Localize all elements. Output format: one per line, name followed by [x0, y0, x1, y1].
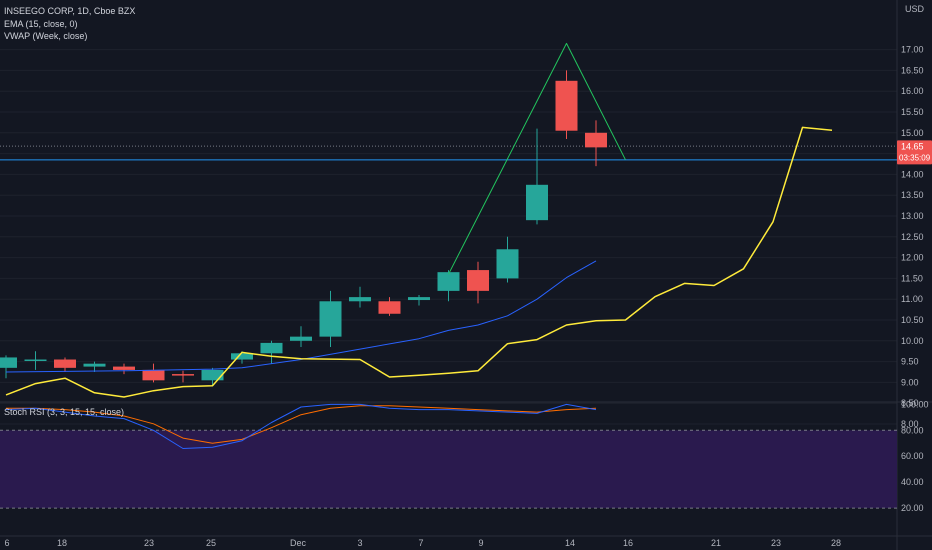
candle-body [0, 357, 17, 368]
candle [54, 357, 76, 372]
candle-body [290, 336, 312, 341]
candle-body [437, 272, 460, 291]
date-tick-label: Dec [290, 538, 307, 548]
candle-body [201, 369, 224, 381]
date-tick-label: 16 [623, 538, 633, 548]
price-tick-label: 16.50 [901, 65, 924, 75]
last-price-value: 14.65 [901, 141, 924, 151]
candle [437, 270, 460, 302]
candle-body [585, 132, 607, 148]
price-tick-label: 8.00 [901, 419, 919, 429]
candle-body [467, 270, 489, 291]
date-tick-label: 18 [57, 538, 67, 548]
candle [349, 286, 371, 308]
candle [378, 297, 401, 316]
candle [408, 295, 430, 306]
date-tick-label: 21 [711, 538, 721, 548]
price-tick-label: 16.00 [901, 86, 924, 96]
candle [526, 128, 548, 225]
currency-label: USD [905, 4, 925, 14]
price-tick-label: 14.00 [901, 169, 924, 179]
candle [555, 70, 578, 140]
candle-body [408, 297, 430, 301]
price-tick-label: 11.50 [901, 273, 923, 283]
candle-body [555, 80, 578, 131]
date-tick-label: 7 [418, 538, 423, 548]
bar-countdown: 03:35:09 [899, 153, 931, 162]
last-price-badge [897, 140, 932, 165]
price-tick-label: 15.00 [901, 128, 924, 138]
price-tick-label: 13.50 [901, 190, 924, 200]
date-tick-label: 23 [771, 538, 781, 548]
pattern-drawing [448, 42, 626, 275]
candle-body [113, 366, 135, 370]
stoch-tick-label: 60.00 [901, 451, 924, 461]
candle-body [378, 301, 401, 314]
price-tick-label: 17.00 [901, 45, 924, 55]
symbol-title: INSEEGO CORP, 1D, Cboe BZX [4, 6, 136, 16]
candle [585, 120, 607, 167]
price-tick-label: 12.00 [901, 253, 924, 263]
candle [83, 361, 106, 372]
stoch-d-line [6, 405, 597, 444]
stoch-band [0, 430, 897, 509]
stoch-k-line [5, 403, 597, 449]
price-tick-label: 12.50 [901, 232, 924, 242]
vwap-legend: VWAP (Week, close) [4, 31, 88, 41]
stoch-tick-label: 40.00 [901, 477, 924, 487]
stoch-tick-label: 20.00 [901, 503, 924, 513]
price-tick-label: 11.00 [901, 294, 923, 304]
candle [290, 326, 312, 348]
stoch-tick-label: 100.00 [901, 399, 929, 409]
vwap-line [5, 126, 833, 398]
candle-body [349, 297, 371, 302]
price-tick-label: 10.50 [901, 315, 924, 325]
candle-body [54, 359, 76, 368]
candle-body [83, 363, 106, 367]
candle [113, 363, 135, 375]
candle [0, 355, 17, 379]
stoch-rsi-legend: Stoch RSI (3, 3, 15, 15, close) [4, 407, 125, 417]
date-tick-label: 3 [357, 538, 362, 548]
candle-body [172, 374, 194, 376]
candle [172, 370, 194, 383]
candle [260, 340, 283, 364]
price-tick-label: 9.00 [901, 377, 919, 387]
ema-line [5, 260, 597, 373]
date-tick-label: 6 [4, 538, 9, 548]
stoch-tick-label: 80.00 [901, 425, 924, 435]
candle [201, 367, 224, 387]
candle-body [496, 249, 519, 279]
price-tick-label: 13.00 [901, 211, 924, 221]
candle [24, 351, 47, 370]
candle-body [142, 369, 165, 381]
date-tick-label: 14 [565, 538, 575, 548]
price-tick-label: 9.50 [901, 357, 919, 367]
candle [467, 261, 489, 304]
candle [319, 290, 342, 348]
ema-legend: EMA (15, close, 0) [4, 19, 78, 29]
grid-lines [0, 49, 897, 425]
candle-body [24, 359, 47, 362]
candle-body [231, 353, 253, 360]
candle [142, 363, 165, 383]
candle-body [319, 301, 342, 337]
price-tick-label: 8.50 [901, 398, 919, 408]
date-tick-label: 25 [206, 538, 216, 548]
candle-body [260, 342, 283, 354]
candles [0, 70, 607, 387]
date-tick-label: 28 [831, 538, 841, 548]
date-tick-label: 9 [478, 538, 483, 548]
price-tick-label: 15.50 [901, 107, 924, 117]
candle [496, 236, 519, 283]
price-tick-label: 10.00 [901, 336, 924, 346]
candle-body [526, 184, 548, 221]
date-tick-label: 23 [144, 538, 154, 548]
